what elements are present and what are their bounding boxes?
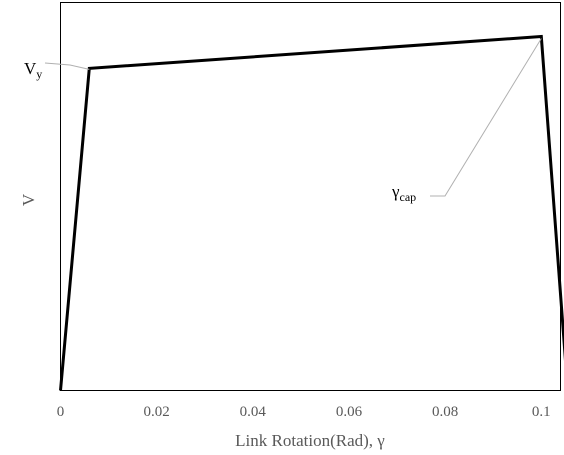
gamma-cap-leader-line bbox=[430, 38, 542, 197]
series-group bbox=[59, 34, 564, 391]
plot-area-frame bbox=[60, 2, 561, 391]
vy-annotation-main: V bbox=[24, 59, 37, 78]
gamma-cap-annotation-main: γ bbox=[391, 182, 400, 201]
x-tick-label: 0.1 bbox=[532, 404, 551, 420]
gamma-cap-annotation: γcap bbox=[391, 182, 416, 204]
series-line bbox=[59, 34, 564, 391]
vy-annotation-subscript: y bbox=[36, 67, 42, 81]
x-tick-label: 0.02 bbox=[144, 404, 170, 420]
x-axis-tick-labels: 0 0.02 0.04 0.06 0.08 0.1 bbox=[57, 404, 551, 420]
x-axis-title: Link Rotation(Rad), γ bbox=[235, 431, 385, 450]
gamma-cap-annotation-subscript: cap bbox=[400, 190, 417, 204]
x-tick-label: 0 bbox=[57, 404, 65, 420]
x-tick-label: 0.08 bbox=[432, 404, 458, 420]
annotations: Vy γcap bbox=[24, 38, 542, 204]
y-axis-title: V bbox=[19, 193, 38, 206]
vy-annotation: Vy bbox=[24, 59, 42, 81]
x-tick-label: 0.06 bbox=[336, 404, 363, 420]
x-tick-label: 0.04 bbox=[240, 404, 267, 420]
vy-leader-line bbox=[44, 62, 90, 70]
